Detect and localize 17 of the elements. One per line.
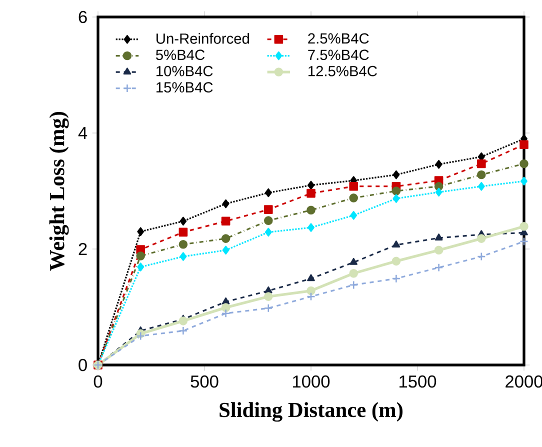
x-tick-label: 1000 (293, 375, 330, 388)
legend-label: 7.5%B4C (308, 50, 369, 60)
x-axis-title: Sliding Distance (m) (220, 402, 403, 422)
legend-label: 12.5%B4C (308, 66, 377, 76)
y-tick-label: 6 (78, 10, 87, 24)
y-tick-label: 0 (78, 358, 87, 372)
legend-label: 15%B4C (156, 82, 213, 93)
x-tick-label: 500 (190, 375, 218, 388)
x-tick-label: 1500 (400, 375, 436, 388)
y-tick-label: 2 (78, 242, 87, 256)
legend-label: 5%B4C (156, 50, 205, 60)
legend-label: Un-Reinforced (156, 33, 250, 44)
y-tick-label: 4 (78, 127, 88, 139)
x-tick-label: 0 (94, 375, 102, 388)
legend-label: 2.5%B4C (308, 33, 369, 44)
legend-label: 10%B4C (156, 66, 213, 76)
y-axis-title: Weight Loss (mg) (49, 112, 69, 271)
